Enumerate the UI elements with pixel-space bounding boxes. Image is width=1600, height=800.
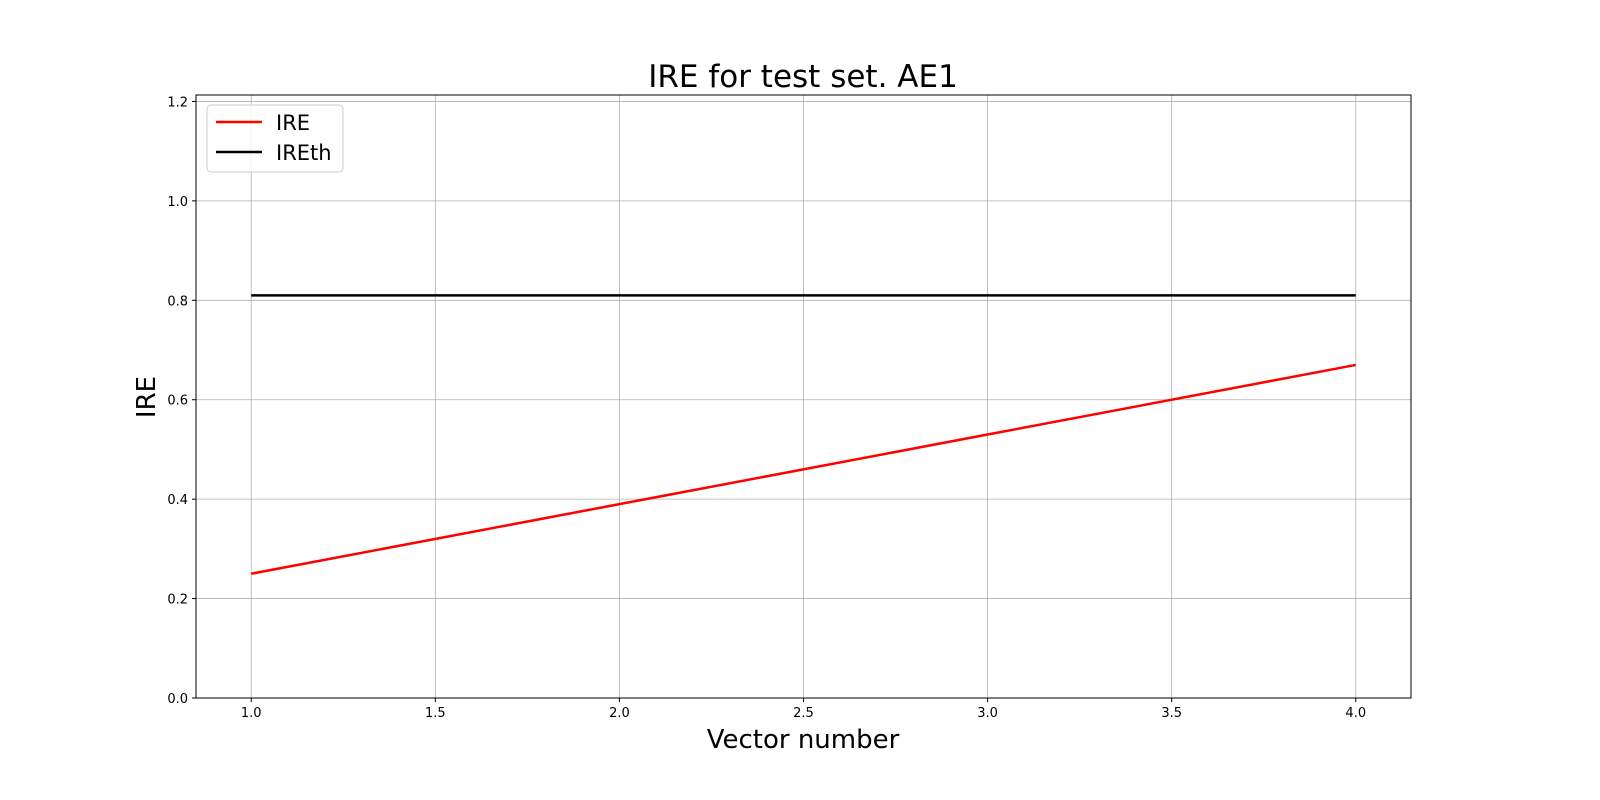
y-tick-label: 1.2 (167, 95, 188, 110)
chart-title: IRE for test set. AE1 (648, 59, 958, 95)
y-tick-label: 0.4 (167, 493, 188, 508)
x-tick-label: 3.0 (977, 706, 998, 721)
y-tick-label: 0.0 (167, 692, 188, 707)
series-group (250, 294, 1357, 575)
x-tick-label: 1.0 (241, 706, 262, 721)
legend-label-ire: IRE (276, 111, 310, 135)
x-tick-label: 4.0 (1345, 706, 1366, 721)
y-tick-label: 1.0 (167, 195, 188, 210)
x-tick-label: 2.5 (793, 706, 814, 721)
y-tick-label: 0.2 (167, 593, 188, 608)
x-tick-label: 3.5 (1161, 706, 1182, 721)
x-tick-label: 2.0 (609, 706, 630, 721)
y-ticks: 0.0 0.2 0.4 0.6 0.8 1.0 1.2 (167, 95, 196, 707)
series-line-ire (250, 363, 1357, 575)
y-tick-label: 0.8 (167, 294, 188, 309)
x-tick-label: 1.5 (425, 706, 446, 721)
x-axis-label: Vector number (707, 725, 900, 755)
y-tick-label: 0.6 (167, 394, 188, 409)
grid (196, 95, 1411, 699)
x-ticks: 1.0 1.5 2.0 2.5 3.0 3.5 4.0 (241, 698, 1366, 721)
y-axis-label: IRE (132, 376, 162, 418)
legend: IRE IREth (206, 104, 344, 173)
legend-label-ireth: IREth (276, 141, 332, 165)
